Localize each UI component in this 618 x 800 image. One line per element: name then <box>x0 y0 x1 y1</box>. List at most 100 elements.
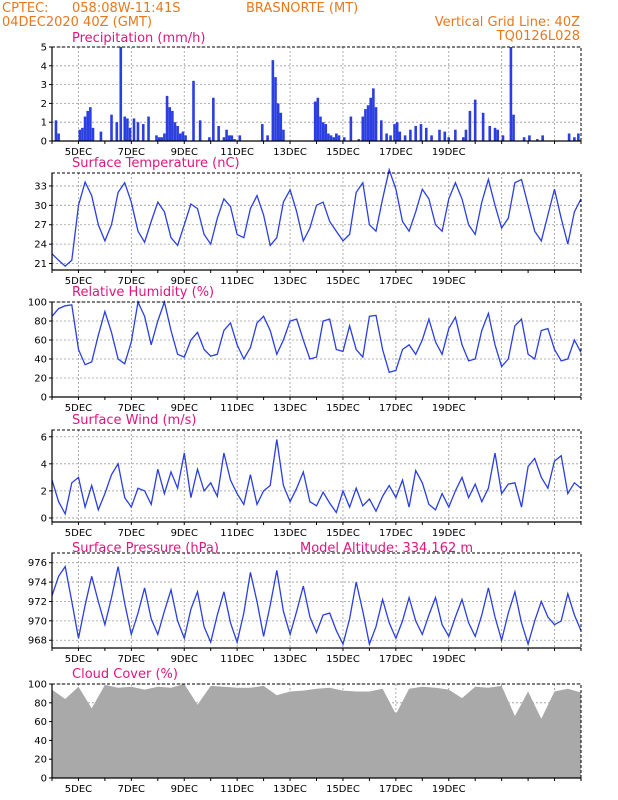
precip-bar <box>313 101 317 141</box>
date-label: 15DEC <box>326 528 360 539</box>
precip-bar <box>327 133 330 141</box>
precip-bar <box>369 97 373 141</box>
precip-bar <box>217 125 220 141</box>
date-label: 11DEC <box>220 654 254 665</box>
precip-bar <box>414 125 417 141</box>
precip-bar <box>132 118 136 141</box>
panel-title: Relative Humidity (%) <box>72 285 214 300</box>
y-tick-label: 27 <box>34 220 47 231</box>
date-label: 17DEC <box>379 276 413 287</box>
precip-bar <box>181 131 185 141</box>
y-tick-label: 970 <box>28 616 47 627</box>
panel-3: 0 20 40 60 80 100 5DEC 7DEC 9DEC 11DEC 13DEC 15DEC 1… <box>28 285 582 414</box>
precip-bar <box>319 116 322 141</box>
date-label: 19DEC <box>432 403 466 414</box>
precip-bar <box>260 124 264 141</box>
y-tick-label: 30 <box>34 201 47 212</box>
precip-bar <box>128 127 132 141</box>
date-label: 19DEC <box>432 784 466 795</box>
precip-bar <box>395 122 399 141</box>
precip-bar <box>366 105 370 141</box>
y-tick-label: 968 <box>28 636 47 647</box>
precip-bar <box>89 107 92 141</box>
precip-bar <box>403 135 407 141</box>
precip-bar <box>266 135 269 141</box>
header-source: CPTEC: <box>2 1 49 16</box>
date-label: 9DEC <box>171 784 198 795</box>
header-coordinates: 058:08W-11:41S <box>72 1 180 16</box>
date-label: 9DEC <box>171 276 198 287</box>
y-tick-label: 972 <box>28 597 47 608</box>
precip-bar <box>493 127 497 141</box>
precip-bar <box>155 135 158 141</box>
header-grid-line: Vertical Grid Line: 40Z <box>435 15 580 30</box>
precip-bar <box>316 97 320 141</box>
precip-bar <box>178 133 182 141</box>
precip-bar <box>509 47 513 141</box>
panel-title: Precipitation (mm/h) <box>72 31 205 46</box>
y-tick-label: 974 <box>28 578 47 589</box>
y-tick-label: 0 <box>41 137 47 148</box>
precip-bar <box>119 47 123 141</box>
panel-title: Surface Pressure (hPa) <box>72 541 219 556</box>
date-label: 17DEC <box>379 528 413 539</box>
y-tick-label: 100 <box>28 680 47 691</box>
precip-bar <box>78 129 82 141</box>
precip-bar <box>409 129 412 141</box>
precip-bar <box>374 107 378 141</box>
date-label: 13DEC <box>273 654 307 665</box>
date-label: 5DEC <box>65 276 92 287</box>
y-tick-label: 21 <box>34 259 47 270</box>
precip-bar <box>389 135 392 141</box>
date-label: 11DEC <box>220 528 254 539</box>
precip-bar <box>91 127 95 141</box>
y-tick-label: 976 <box>28 558 47 569</box>
date-label: 9DEC <box>171 654 198 665</box>
precip-bar <box>147 116 150 141</box>
date-label: 11DEC <box>220 784 254 795</box>
panel-4: 0 2 4 6 5DEC 7DEC 9DEC 11DEC 13DEC 15DEC 17DEC 19DE… <box>41 413 582 539</box>
precip-bar <box>488 125 492 141</box>
precip-bar <box>227 135 231 141</box>
date-label: 5DEC <box>65 403 92 414</box>
model-altitude-label: Model Altitude: 334.162 m <box>300 541 473 556</box>
precip-bar <box>464 129 468 141</box>
precip-bar <box>496 129 499 141</box>
panels: 0 1 2 3 4 5 5DEC 7DEC 9DEC 11DEC 13DEC 15DEC 17DEC 19… <box>28 31 582 795</box>
precip-bar <box>274 77 277 141</box>
date-label: 13DEC <box>273 147 307 158</box>
precip-bar <box>238 135 242 141</box>
date-label: 15DEC <box>326 654 360 665</box>
y-tick-label: 0 <box>41 513 47 524</box>
date-label: 5DEC <box>65 654 92 665</box>
date-label: 11DEC <box>220 276 254 287</box>
y-tick-label: 20 <box>34 374 47 385</box>
date-label: 11DEC <box>220 147 254 158</box>
precip-bar <box>198 120 202 141</box>
precip-bar <box>337 135 341 141</box>
panel-1: 0 1 2 3 4 5 5DEC 7DEC 9DEC 11DEC 13DEC 15DEC 17DEC 19… <box>41 31 582 158</box>
date-label: 9DEC <box>171 147 198 158</box>
precip-bar <box>276 103 280 141</box>
date-label: 19DEC <box>432 147 466 158</box>
plot-frame <box>51 46 582 142</box>
date-label: 11DEC <box>220 403 254 414</box>
precip-bar <box>398 131 402 141</box>
precip-bar <box>208 137 211 141</box>
y-tick-label: 0 <box>41 774 47 785</box>
precip-bar <box>473 99 477 141</box>
precip-bar <box>225 129 228 141</box>
y-tick-label: 60 <box>34 336 47 347</box>
panel-title: Cloud Cover (%) <box>72 667 178 682</box>
y-tick-label: 2 <box>41 99 47 110</box>
date-label: 15DEC <box>326 784 360 795</box>
date-label: 9DEC <box>171 528 198 539</box>
date-label: 13DEC <box>273 276 307 287</box>
precip-bar <box>324 124 328 141</box>
panel-title: Surface Wind (m/s) <box>72 413 196 428</box>
y-tick-label: 5 <box>41 43 47 54</box>
precip-bar <box>335 133 338 141</box>
precip-bar <box>171 110 174 141</box>
precip-bar <box>54 120 58 141</box>
precip-bar <box>173 122 177 141</box>
